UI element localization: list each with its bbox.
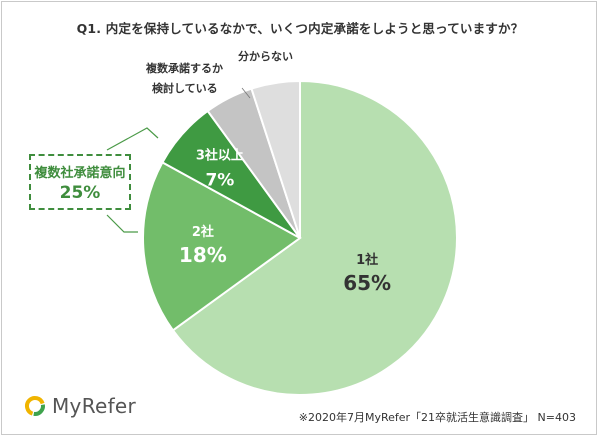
outside-label-unknown: 分からない	[238, 49, 293, 63]
slice-label-3-plus: 3社以上	[196, 147, 244, 163]
group-annotation-label: 複数社承諾意向	[34, 166, 126, 181]
outside-label-considering-line2: 検討している	[152, 81, 218, 95]
pie-slice-2	[142, 161, 302, 332]
slice-label-2: 2社	[192, 224, 214, 240]
chart-title: Q1. 内定を保持しているなかで、いくつ内定承諾をしようと思っていますか？	[76, 21, 524, 36]
slice-label-1: 1社	[356, 252, 378, 268]
pie-slice-1	[171, 79, 458, 396]
footnote: ※2020年7月MyRefer「21卒就活生意識調査」 N=403	[298, 411, 576, 424]
slice-value-2: 18%	[179, 243, 227, 267]
outside-label-considering-line1: 複数承諾するか	[145, 61, 223, 75]
logo-text: MyRefer	[52, 394, 137, 418]
myrefer-logo: MyRefer	[24, 394, 136, 418]
group-annotation-box: 複数社承諾意向 25%	[29, 154, 131, 210]
group-bracket	[106, 127, 159, 233]
slice-value-3-plus: 7%	[205, 170, 234, 190]
group-annotation-value: 25%	[59, 183, 101, 203]
pie-slice-unknown	[250, 79, 301, 239]
leader-lines	[241, 87, 251, 99]
logo-ring-icon	[25, 396, 45, 416]
slice-value-1: 65%	[343, 271, 391, 295]
